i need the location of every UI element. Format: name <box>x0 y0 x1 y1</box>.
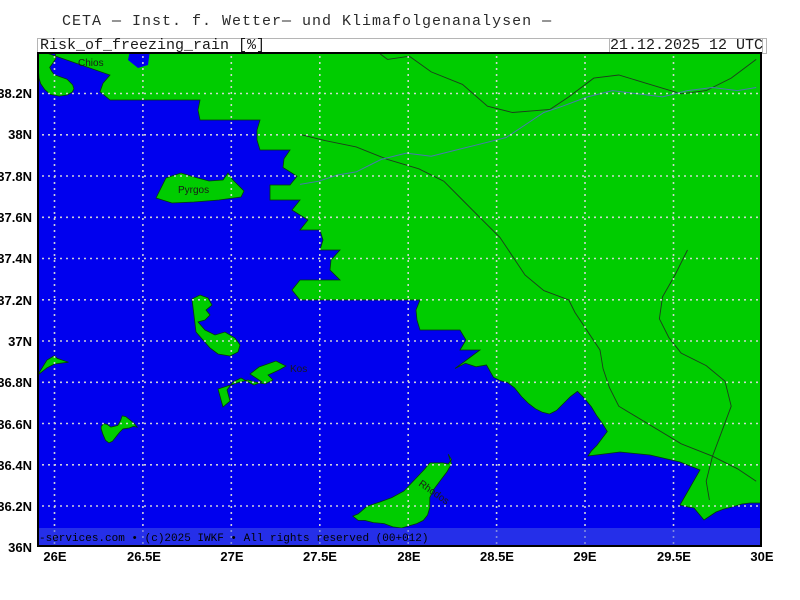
svg-text:Kos: Kos <box>290 364 307 375</box>
svg-text:Chios: Chios <box>78 58 104 69</box>
svg-text:meteo-services.com • (c)2025 I: meteo-services.com • (c)2025 IWKF • All … <box>37 533 428 545</box>
svg-text:Pyrgos: Pyrgos <box>178 185 209 196</box>
